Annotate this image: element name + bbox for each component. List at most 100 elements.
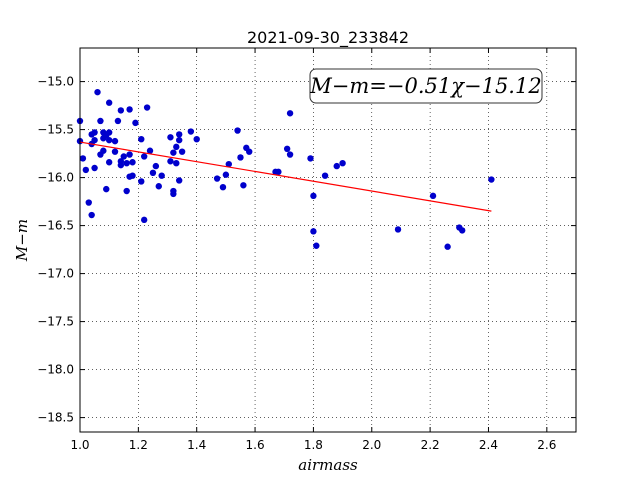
points-layer <box>76 88 495 250</box>
data-point <box>97 117 104 125</box>
x-tick-label: 1.2 <box>129 438 148 452</box>
data-point <box>173 143 180 151</box>
annotation-box: M−m=−0.51χ−15.12 <box>309 68 543 104</box>
plot-area: 1.0 1.2 1.4 1.6 1.8 2.0 2.2 2.4 2.6 −15.0 −15.5 −16… <box>37 47 577 452</box>
data-point <box>117 161 125 169</box>
x-tick-label: 1.6 <box>246 438 265 452</box>
data-point <box>82 166 90 174</box>
data-point <box>246 148 253 155</box>
data-point <box>286 151 294 158</box>
data-point <box>167 134 174 141</box>
data-point <box>275 168 282 176</box>
data-point <box>111 137 119 145</box>
annotation-frame <box>309 68 543 104</box>
y-tick-label: −16.0 <box>37 171 74 185</box>
data-point <box>105 129 113 136</box>
data-point <box>176 131 183 138</box>
data-point <box>138 136 145 143</box>
data-point <box>339 160 346 167</box>
x-axis-label: airmass <box>298 456 358 474</box>
data-point <box>146 147 154 154</box>
fit-line <box>79 141 492 212</box>
data-point <box>94 88 101 96</box>
data-point <box>126 151 133 158</box>
data-point <box>123 160 130 167</box>
y-tick-label: −17.0 <box>37 267 74 281</box>
data-point <box>100 147 107 154</box>
data-point <box>310 228 317 235</box>
y-tick-label: −16.5 <box>37 219 74 233</box>
data-point <box>152 162 160 170</box>
data-point <box>105 99 113 106</box>
data-point <box>143 104 151 111</box>
data-point <box>149 169 157 176</box>
data-point <box>459 227 466 234</box>
data-point <box>193 136 200 143</box>
data-point <box>91 136 98 144</box>
data-point <box>240 182 247 189</box>
data-point <box>394 226 402 233</box>
x-tick-label: 1.8 <box>304 438 323 452</box>
y-tick-label: −18.5 <box>37 411 74 425</box>
data-point <box>117 107 125 114</box>
data-point <box>167 158 174 165</box>
y-tick-label: −15.0 <box>37 75 74 89</box>
data-point <box>310 192 317 200</box>
x-tick-label: 2.2 <box>421 438 440 452</box>
data-point <box>85 199 92 206</box>
data-point <box>111 148 119 155</box>
data-point <box>123 187 130 195</box>
x-tick-label: 2.0 <box>362 438 381 452</box>
x-tick-label: 1.0 <box>70 438 89 452</box>
fit-equation: M−m=−0.51χ−15.12 <box>309 74 541 98</box>
data-point <box>333 162 340 170</box>
data-point <box>88 211 95 219</box>
y-tick-label: −17.5 <box>37 315 74 329</box>
y-axis-label: M−m <box>13 219 31 262</box>
data-point <box>129 159 136 166</box>
data-point <box>103 185 110 193</box>
data-point <box>222 171 230 178</box>
data-point <box>158 172 165 179</box>
data-point <box>429 192 437 200</box>
data-point <box>114 117 122 125</box>
chart-title: 2021-09-30_233842 <box>247 28 409 48</box>
data-point <box>234 127 241 134</box>
data-point <box>225 160 232 168</box>
data-point <box>178 148 186 155</box>
data-point <box>140 216 148 224</box>
y-tick-label: −18.0 <box>37 363 74 377</box>
data-point <box>79 155 87 162</box>
data-point <box>170 149 177 156</box>
data-point <box>91 164 98 172</box>
data-point <box>170 190 177 198</box>
y-tick-label: −15.5 <box>37 123 74 137</box>
data-point <box>132 119 139 127</box>
data-point <box>444 243 451 250</box>
data-point <box>105 136 113 144</box>
data-point <box>138 178 145 185</box>
plot-background <box>80 48 576 432</box>
data-point <box>213 175 221 182</box>
x-tick-label: 1.4 <box>187 438 206 452</box>
x-tick-label: 2.4 <box>479 438 498 452</box>
data-point <box>120 153 127 160</box>
x-tick-label: 2.6 <box>537 438 556 452</box>
data-point <box>286 110 294 117</box>
data-point <box>237 154 244 161</box>
data-point <box>129 172 136 179</box>
data-point <box>176 136 183 144</box>
data-point <box>140 153 148 160</box>
data-point <box>126 106 133 113</box>
ticks-layer: 1.0 1.2 1.4 1.6 1.8 2.0 2.2 2.4 2.6 −15.0 −15.5 −16… <box>37 48 576 452</box>
plot-frame <box>79 47 577 433</box>
data-point <box>219 184 227 191</box>
data-point <box>176 177 183 184</box>
data-point <box>91 129 98 136</box>
data-point <box>307 155 314 162</box>
data-point <box>283 145 291 152</box>
data-point <box>313 242 320 249</box>
data-point <box>488 176 495 183</box>
data-point <box>155 183 162 190</box>
